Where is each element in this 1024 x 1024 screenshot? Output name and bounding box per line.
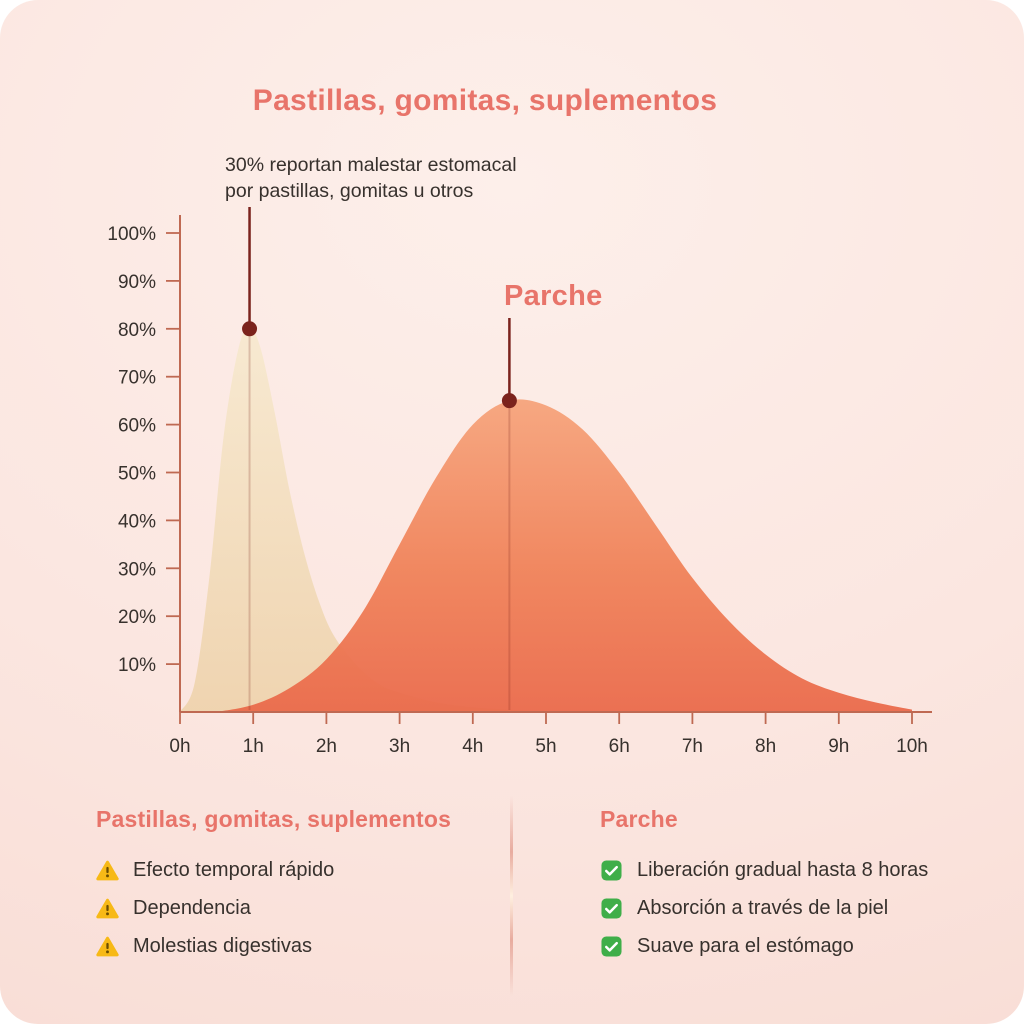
chart-title: Pastillas, gomitas, suplementos [252,84,718,117]
benefit-item: Suave para el estómago [600,933,928,960]
check-badge-icon [600,898,623,919]
benefit-item: Liberación gradual hasta 8 horas [600,857,928,884]
y-tick-label: 80% [118,320,156,341]
x-tick-label: 5h [535,736,556,757]
y-tick-label: 30% [118,559,156,580]
x-tick-label: 9h [828,736,849,757]
annotation-dot [242,321,258,337]
drawback-label: Molestias digestivas [133,935,312,957]
warning-triangle-icon [96,936,119,957]
footer-divider [510,796,513,996]
pills-column-title: Pastillas, gomitas, suplementos [96,806,452,832]
drawback-label: Efecto temporal rápido [133,859,335,881]
benefit-label: Liberación gradual hasta 8 horas [637,859,929,881]
area-pills [180,328,546,712]
pills-annotation-line1: 30% reportan malestar estomacal [225,154,517,176]
x-tick-label: 6h [609,736,630,757]
x-tick-label: 2h [316,736,337,757]
y-tick-label: 40% [118,511,156,532]
benefit-item: Absorción a través de la piel [600,895,928,922]
drawback-item: Efecto temporal rápido [96,857,451,884]
patch-column-title: Parche [600,806,678,832]
y-tick-label: 70% [118,368,156,389]
benefit-label: Suave para el estómago [637,935,854,957]
x-tick-label: 7h [682,736,703,757]
y-tick-label: 50% [118,464,156,485]
annotation-dot [501,393,517,409]
x-tick-label: 4h [462,736,483,757]
y-tick-label: 60% [118,416,156,437]
x-tick-label: 1h [243,736,264,757]
check-badge-icon [600,936,623,957]
x-tick-label: 3h [389,736,410,757]
area-patch [216,399,913,712]
benefit-label: Absorción a través de la piel [637,897,889,919]
y-tick-label: 90% [118,272,156,293]
drawback-item: Molestias digestivas [96,933,451,960]
drawback-item: Dependencia [96,895,451,922]
pills-annotation-note: 30% reportan malestar estomacal por past… [225,152,517,204]
patch-annotation-label: Parche [504,280,603,312]
x-tick-label: 10h [896,736,928,757]
warning-triangle-icon [96,860,119,881]
y-tick-label: 100% [107,224,156,245]
x-tick-label: 8h [755,736,776,757]
check-badge-icon [600,860,623,881]
pills-summary-column: Pastillas, gomitas, suplementos Efecto t… [96,806,451,971]
warning-triangle-icon [96,898,119,919]
patch-summary-column: Parche Liberación gradual hasta 8 horas … [600,806,928,971]
pills-annotation-line2: por pastillas, gomitas u otros [225,180,474,202]
x-tick-label: 0h [169,736,190,757]
y-tick-label: 20% [118,607,156,628]
drawback-label: Dependencia [133,897,251,919]
y-tick-label: 10% [118,655,156,676]
